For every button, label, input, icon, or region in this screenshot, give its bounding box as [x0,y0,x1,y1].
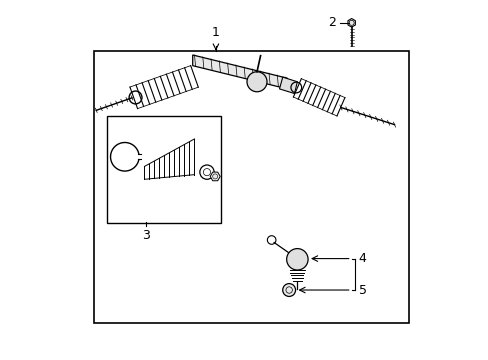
Text: 2: 2 [327,16,335,29]
Polygon shape [210,172,220,181]
Text: 1: 1 [212,26,220,39]
Polygon shape [347,18,355,27]
Polygon shape [279,77,297,94]
Circle shape [286,249,307,270]
Text: 3: 3 [142,229,150,242]
Circle shape [246,72,266,92]
Bar [107,116,221,223]
Text: 4: 4 [358,252,366,265]
Circle shape [282,284,295,296]
Text: 5: 5 [358,284,366,297]
Bar [94,51,408,323]
Polygon shape [192,55,287,89]
